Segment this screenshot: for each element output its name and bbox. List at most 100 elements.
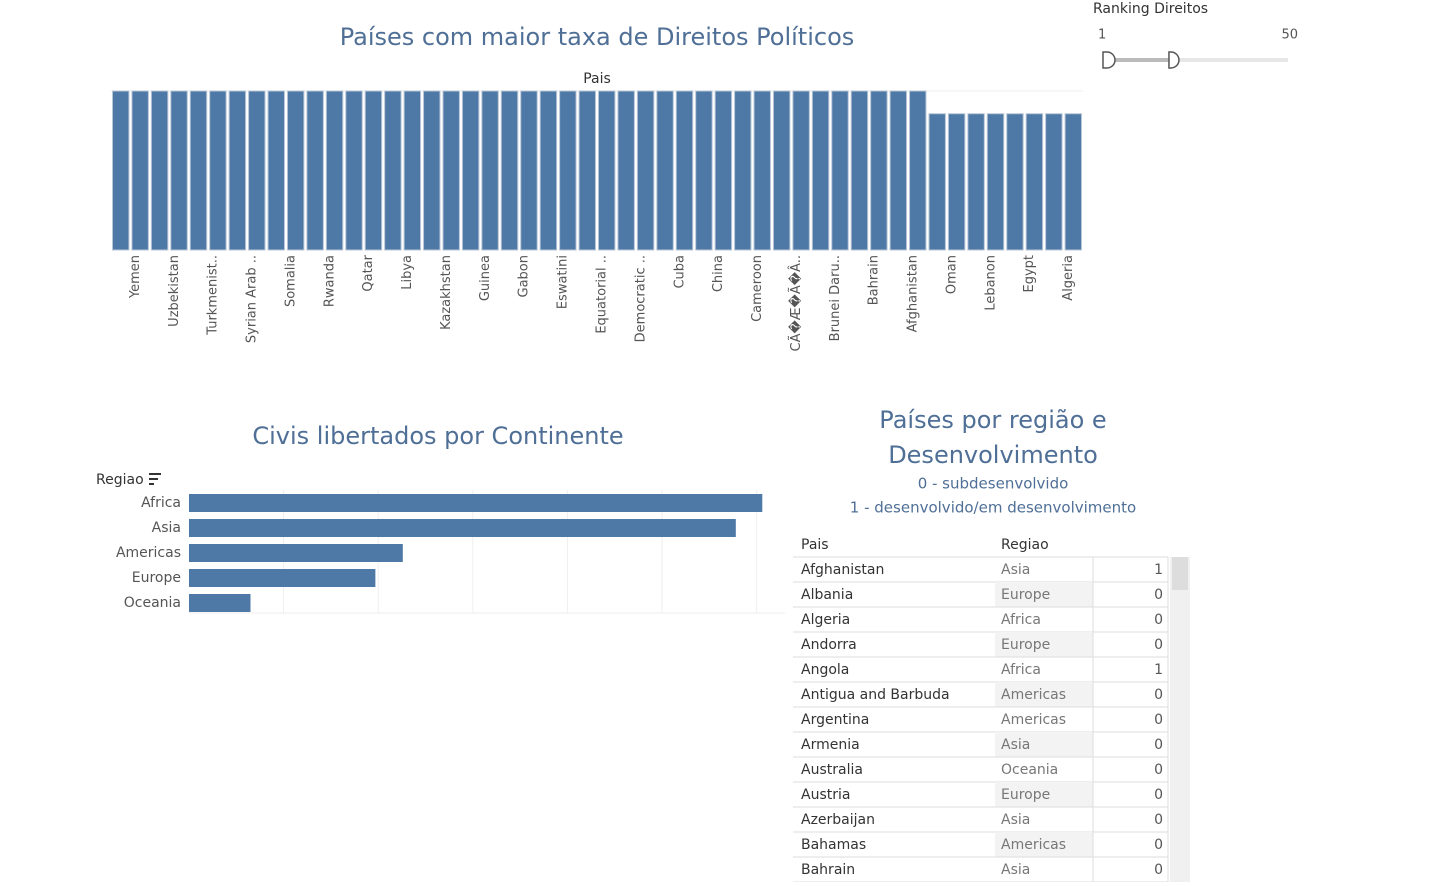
bar <box>131 90 149 251</box>
cell: 1 <box>1154 662 1163 678</box>
x-tick-label: Gabon <box>517 255 532 298</box>
cell: Algeria <box>801 612 850 628</box>
bar <box>481 90 499 251</box>
bar <box>986 113 1005 251</box>
cell: 0 <box>1154 737 1163 753</box>
bar <box>112 90 130 251</box>
cell: Australia <box>801 762 863 778</box>
bar <box>189 569 376 587</box>
legend-text: 0 - subdesenvolvido <box>918 475 1069 493</box>
bar <box>384 90 402 251</box>
cell: 0 <box>1154 762 1163 778</box>
x-tick-label: Rwanda <box>322 255 337 307</box>
cell: Asia <box>1001 812 1030 828</box>
x-tick-label: China <box>711 255 726 292</box>
bar <box>189 90 208 251</box>
x-tick-label: Democratic .. <box>633 255 648 342</box>
slider-track <box>1103 58 1288 62</box>
cell: Bahrain <box>801 862 855 878</box>
bar <box>189 544 403 562</box>
x-tick-label: Bahrain <box>867 255 882 305</box>
cell-band <box>995 732 1093 757</box>
x-tick-label: Equatorial .. <box>595 255 610 334</box>
scrollbar[interactable] <box>1170 557 1190 882</box>
x-tick-label: Lebanon <box>983 255 998 311</box>
bar <box>870 90 888 251</box>
bar <box>850 90 869 251</box>
bar <box>345 90 363 251</box>
table-title: Países por região e <box>879 406 1106 434</box>
cell: Europe <box>1001 637 1050 653</box>
cell: Argentina <box>801 712 869 728</box>
bar <box>636 90 655 251</box>
x-tick-label: Uzbekistan <box>167 255 182 327</box>
bar <box>228 90 247 251</box>
cell: Africa <box>1001 612 1041 628</box>
cell: Asia <box>1001 737 1030 753</box>
bar <box>811 90 830 251</box>
cell: 0 <box>1154 612 1163 628</box>
bar <box>675 90 694 251</box>
y-tick-label: Asia <box>152 520 181 536</box>
x-tick-label: Brunei Daru.. <box>828 255 843 341</box>
bar <box>928 113 946 251</box>
slider-min: 1 <box>1098 28 1106 43</box>
bar <box>325 90 344 251</box>
bar <box>617 90 635 251</box>
x-tick-label: Syrian Arab .. <box>245 255 260 343</box>
sort-icon[interactable] <box>149 473 161 485</box>
slider-label: Ranking Direitos <box>1093 1 1208 17</box>
scrollbar-thumb[interactable] <box>1172 557 1188 590</box>
cell-band <box>995 632 1093 657</box>
bar <box>500 90 519 251</box>
x-tick-label: Egypt <box>1022 255 1037 293</box>
cell: Bahamas <box>801 837 866 853</box>
bar <box>734 90 752 251</box>
bar <box>889 90 908 251</box>
column-header: Pais <box>801 537 829 553</box>
bar <box>1025 113 1044 251</box>
cell: Americas <box>1001 837 1066 853</box>
bar <box>209 90 227 251</box>
x-tick-label: Libya <box>400 255 415 290</box>
bar <box>656 90 674 251</box>
bar <box>267 90 285 251</box>
cell: Andorra <box>801 637 857 653</box>
x-tick-label: CÃ�Æ�Ã�Â.. <box>787 255 804 351</box>
bar <box>831 90 849 251</box>
cell: Albania <box>801 587 853 603</box>
x-tick-label: Oman <box>944 255 959 294</box>
y-tick-label: Oceania <box>124 595 181 611</box>
x-tick-label: Cameroon <box>750 255 765 322</box>
bar <box>772 90 791 251</box>
cell: Angola <box>801 662 849 678</box>
bar <box>695 90 713 251</box>
bar <box>150 90 169 251</box>
bar <box>1045 113 1063 251</box>
bar <box>189 594 251 612</box>
bar <box>403 90 422 251</box>
slider-handle[interactable] <box>1168 51 1180 69</box>
column-header: Regiao <box>1001 537 1049 553</box>
slider-range <box>1103 58 1171 62</box>
x-tick-label: Somalia <box>283 255 298 307</box>
bar <box>909 90 927 251</box>
bar <box>442 90 460 251</box>
x-tick-label: Turkmenist.. <box>206 255 221 336</box>
y-tick-label: Americas <box>116 545 181 561</box>
bar <box>714 90 733 251</box>
bar <box>947 113 966 251</box>
cell: Asia <box>1001 862 1030 878</box>
slider-handle[interactable] <box>1102 51 1116 69</box>
y-tick-label: Europe <box>132 570 181 586</box>
cell: 0 <box>1154 687 1163 703</box>
cell: Europe <box>1001 587 1050 603</box>
cell: 0 <box>1154 712 1163 728</box>
bar <box>753 90 771 251</box>
cell: Oceania <box>1001 762 1058 778</box>
bar <box>423 90 441 251</box>
bar <box>539 90 558 251</box>
bar <box>1006 113 1024 251</box>
legend-text: 1 - desenvolvido/em desenvolvimento <box>850 499 1136 517</box>
bar <box>461 90 480 251</box>
